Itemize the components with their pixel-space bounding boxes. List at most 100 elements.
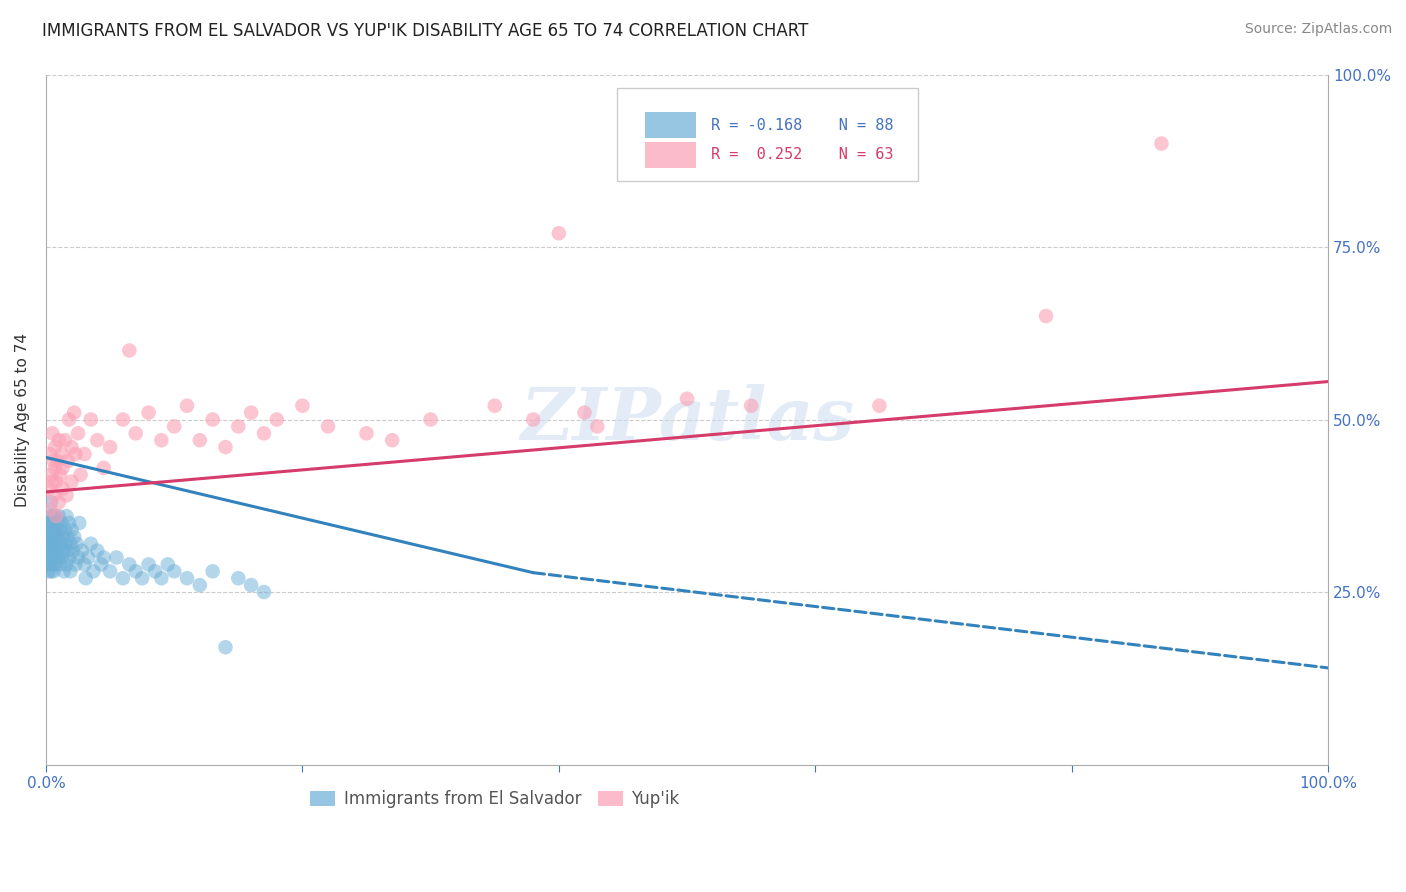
Point	[62, 543, 84, 558]
Point	[38, 482, 60, 496]
Point	[46, 454, 69, 468]
Point	[291, 399, 314, 413]
Point	[156, 558, 179, 572]
Point	[39, 467, 62, 482]
Point	[56, 454, 79, 468]
Text: IMMIGRANTS FROM EL SALVADOR VS YUP'IK DISABILITY AGE 65 TO 74 CORRELATION CHART: IMMIGRANTS FROM EL SALVADOR VS YUP'IK DI…	[42, 22, 808, 40]
Point	[39, 564, 62, 578]
Point	[65, 558, 87, 572]
Point	[69, 467, 91, 482]
Point	[44, 558, 66, 572]
Point	[55, 488, 77, 502]
Point	[63, 530, 86, 544]
Point	[48, 434, 70, 448]
Point	[111, 412, 134, 426]
Point	[547, 226, 569, 240]
Point	[55, 509, 77, 524]
Point	[45, 523, 67, 537]
Point	[38, 447, 60, 461]
Point	[266, 412, 288, 426]
Point	[118, 343, 141, 358]
Point	[38, 564, 60, 578]
Point	[53, 537, 76, 551]
Point	[118, 558, 141, 572]
Point	[51, 516, 73, 530]
Point	[66, 550, 89, 565]
Point	[49, 523, 72, 537]
Text: ZIPatlas: ZIPatlas	[520, 384, 853, 455]
Point	[44, 509, 66, 524]
Point	[316, 419, 339, 434]
Point	[419, 412, 441, 426]
Point	[105, 550, 128, 565]
Point	[51, 537, 73, 551]
Point	[42, 537, 65, 551]
Point	[201, 564, 224, 578]
Point	[44, 460, 66, 475]
Point	[98, 564, 121, 578]
Point	[73, 558, 96, 572]
Point	[86, 543, 108, 558]
Point	[45, 550, 67, 565]
Point	[70, 543, 93, 558]
Point	[41, 475, 63, 489]
Point	[63, 406, 86, 420]
Point	[253, 585, 276, 599]
Point	[38, 537, 60, 551]
Point	[44, 440, 66, 454]
Point	[42, 564, 65, 578]
Point	[201, 412, 224, 426]
Point	[740, 399, 762, 413]
Point	[52, 564, 75, 578]
Point	[48, 509, 70, 524]
Point	[214, 440, 236, 454]
Point	[574, 406, 596, 420]
Point	[90, 558, 112, 572]
Point	[38, 543, 60, 558]
Point	[38, 523, 60, 537]
Point	[52, 543, 75, 558]
Point	[676, 392, 699, 406]
Point	[44, 530, 66, 544]
Point	[1150, 136, 1173, 151]
Point	[42, 516, 65, 530]
Text: R =  0.252    N = 63: R = 0.252 N = 63	[711, 147, 894, 162]
Point	[45, 475, 67, 489]
Point	[38, 550, 60, 565]
Point	[67, 516, 90, 530]
Point	[58, 550, 80, 565]
Point	[77, 550, 100, 565]
Point	[59, 537, 82, 551]
Point	[41, 426, 63, 441]
Point	[131, 571, 153, 585]
Point	[46, 543, 69, 558]
Point	[39, 550, 62, 565]
Point	[226, 419, 249, 434]
FancyBboxPatch shape	[645, 142, 696, 168]
Point	[52, 550, 75, 565]
Point	[41, 523, 63, 537]
Point	[111, 571, 134, 585]
Point	[39, 516, 62, 530]
Point	[41, 558, 63, 572]
Point	[65, 447, 87, 461]
Point	[38, 558, 60, 572]
Point	[522, 412, 544, 426]
Point	[38, 530, 60, 544]
Point	[176, 399, 198, 413]
Point	[52, 530, 75, 544]
Point	[41, 509, 63, 524]
Point	[240, 578, 263, 592]
Point	[188, 434, 211, 448]
Point	[253, 426, 276, 441]
Point	[80, 412, 103, 426]
Point	[49, 558, 72, 572]
Point	[42, 488, 65, 502]
Point	[86, 434, 108, 448]
Point	[150, 434, 173, 448]
Point	[58, 412, 80, 426]
Point	[46, 530, 69, 544]
Point	[48, 550, 70, 565]
Point	[163, 419, 186, 434]
Point	[356, 426, 378, 441]
